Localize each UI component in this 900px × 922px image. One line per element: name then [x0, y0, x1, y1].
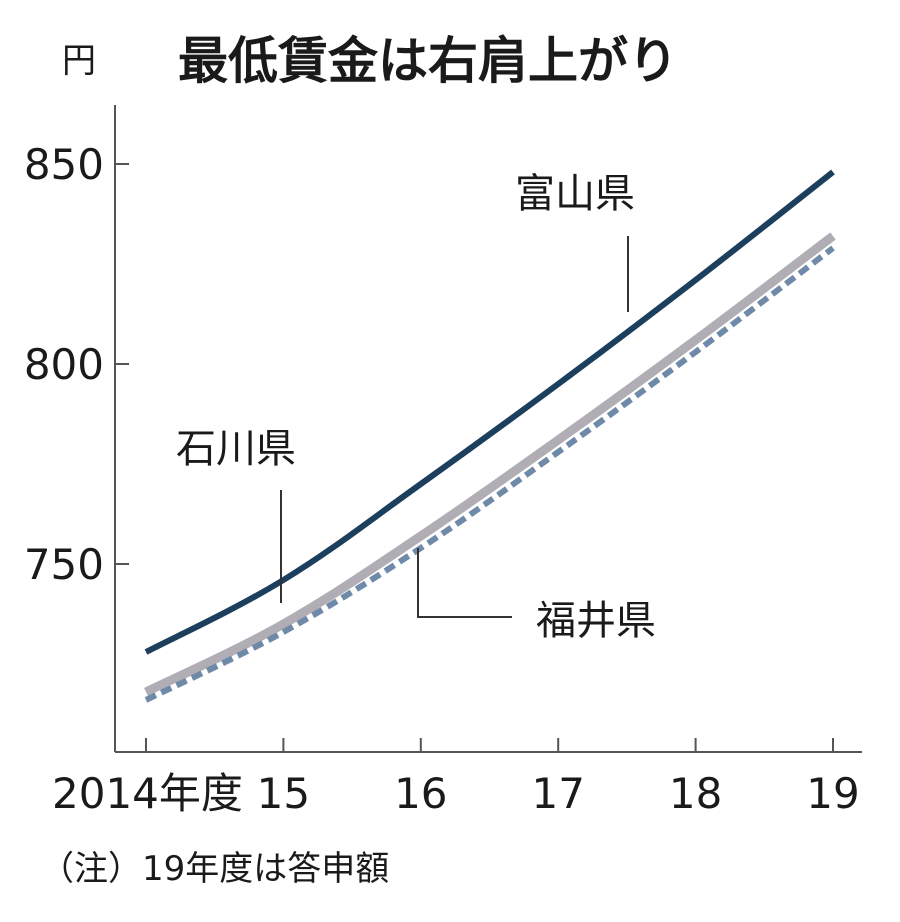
series-lines	[144, 169, 836, 703]
series-label-1: 富山県	[515, 171, 635, 217]
chart-title: 最低賃金は右肩上がり	[178, 32, 678, 90]
x-tick-label: 16	[394, 769, 447, 818]
series-line-3	[144, 245, 835, 703]
series-label-3: 福井県	[536, 598, 656, 644]
series-label-leader	[417, 548, 512, 618]
x-tick-label: 15	[257, 769, 310, 818]
axes	[114, 105, 862, 753]
x-axis-ticks: 2014年度 15 16 17 18 19	[52, 738, 860, 818]
y-axis-ticks: 750 800 850	[24, 140, 129, 589]
x-tick-label: 17	[531, 769, 584, 818]
series-line-1	[144, 169, 835, 655]
x-tick-label: 2014年度	[52, 769, 243, 818]
y-unit-label: 円	[62, 41, 96, 81]
y-tick-label: 850	[24, 140, 104, 189]
y-tick-label: 750	[24, 540, 104, 589]
chart-note: （注）19年度は答申額	[40, 849, 389, 889]
x-tick-label: 18	[669, 769, 722, 818]
y-tick-label: 800	[24, 340, 104, 389]
series-line-2	[144, 232, 836, 697]
series-label-2: 石川県	[176, 426, 296, 472]
x-tick-label: 19	[806, 769, 859, 818]
